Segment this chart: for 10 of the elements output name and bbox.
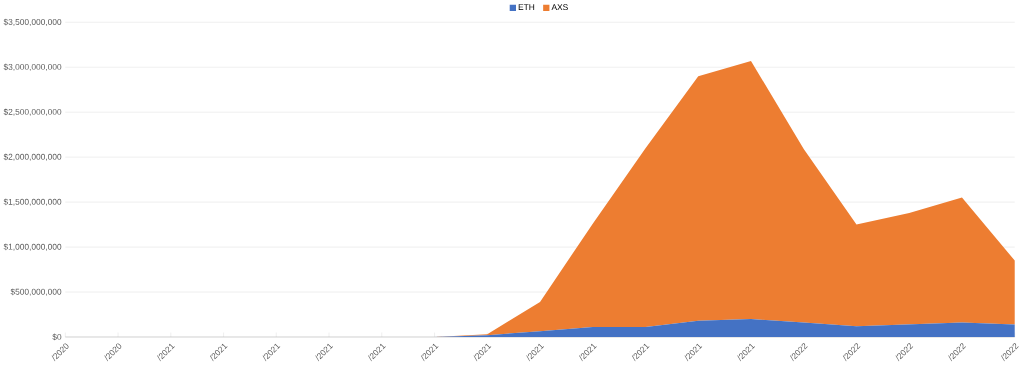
y-tick-label: $0	[52, 333, 62, 341]
y-tick-label: $3,500,000,000	[3, 18, 62, 26]
y-tick-label: $1,000,000,000	[3, 243, 62, 251]
y-tick-label: $2,500,000,000	[3, 108, 62, 116]
legend-label: AXS	[551, 4, 568, 10]
y-tick-label: $500,000,000	[10, 288, 62, 296]
y-tick-label: $1,500,000,000	[3, 198, 62, 206]
y-tick-label: $2,000,000,000	[3, 153, 62, 161]
y-tick-label: $3,000,000,000	[3, 63, 62, 71]
legend-label: ETH	[518, 4, 535, 10]
